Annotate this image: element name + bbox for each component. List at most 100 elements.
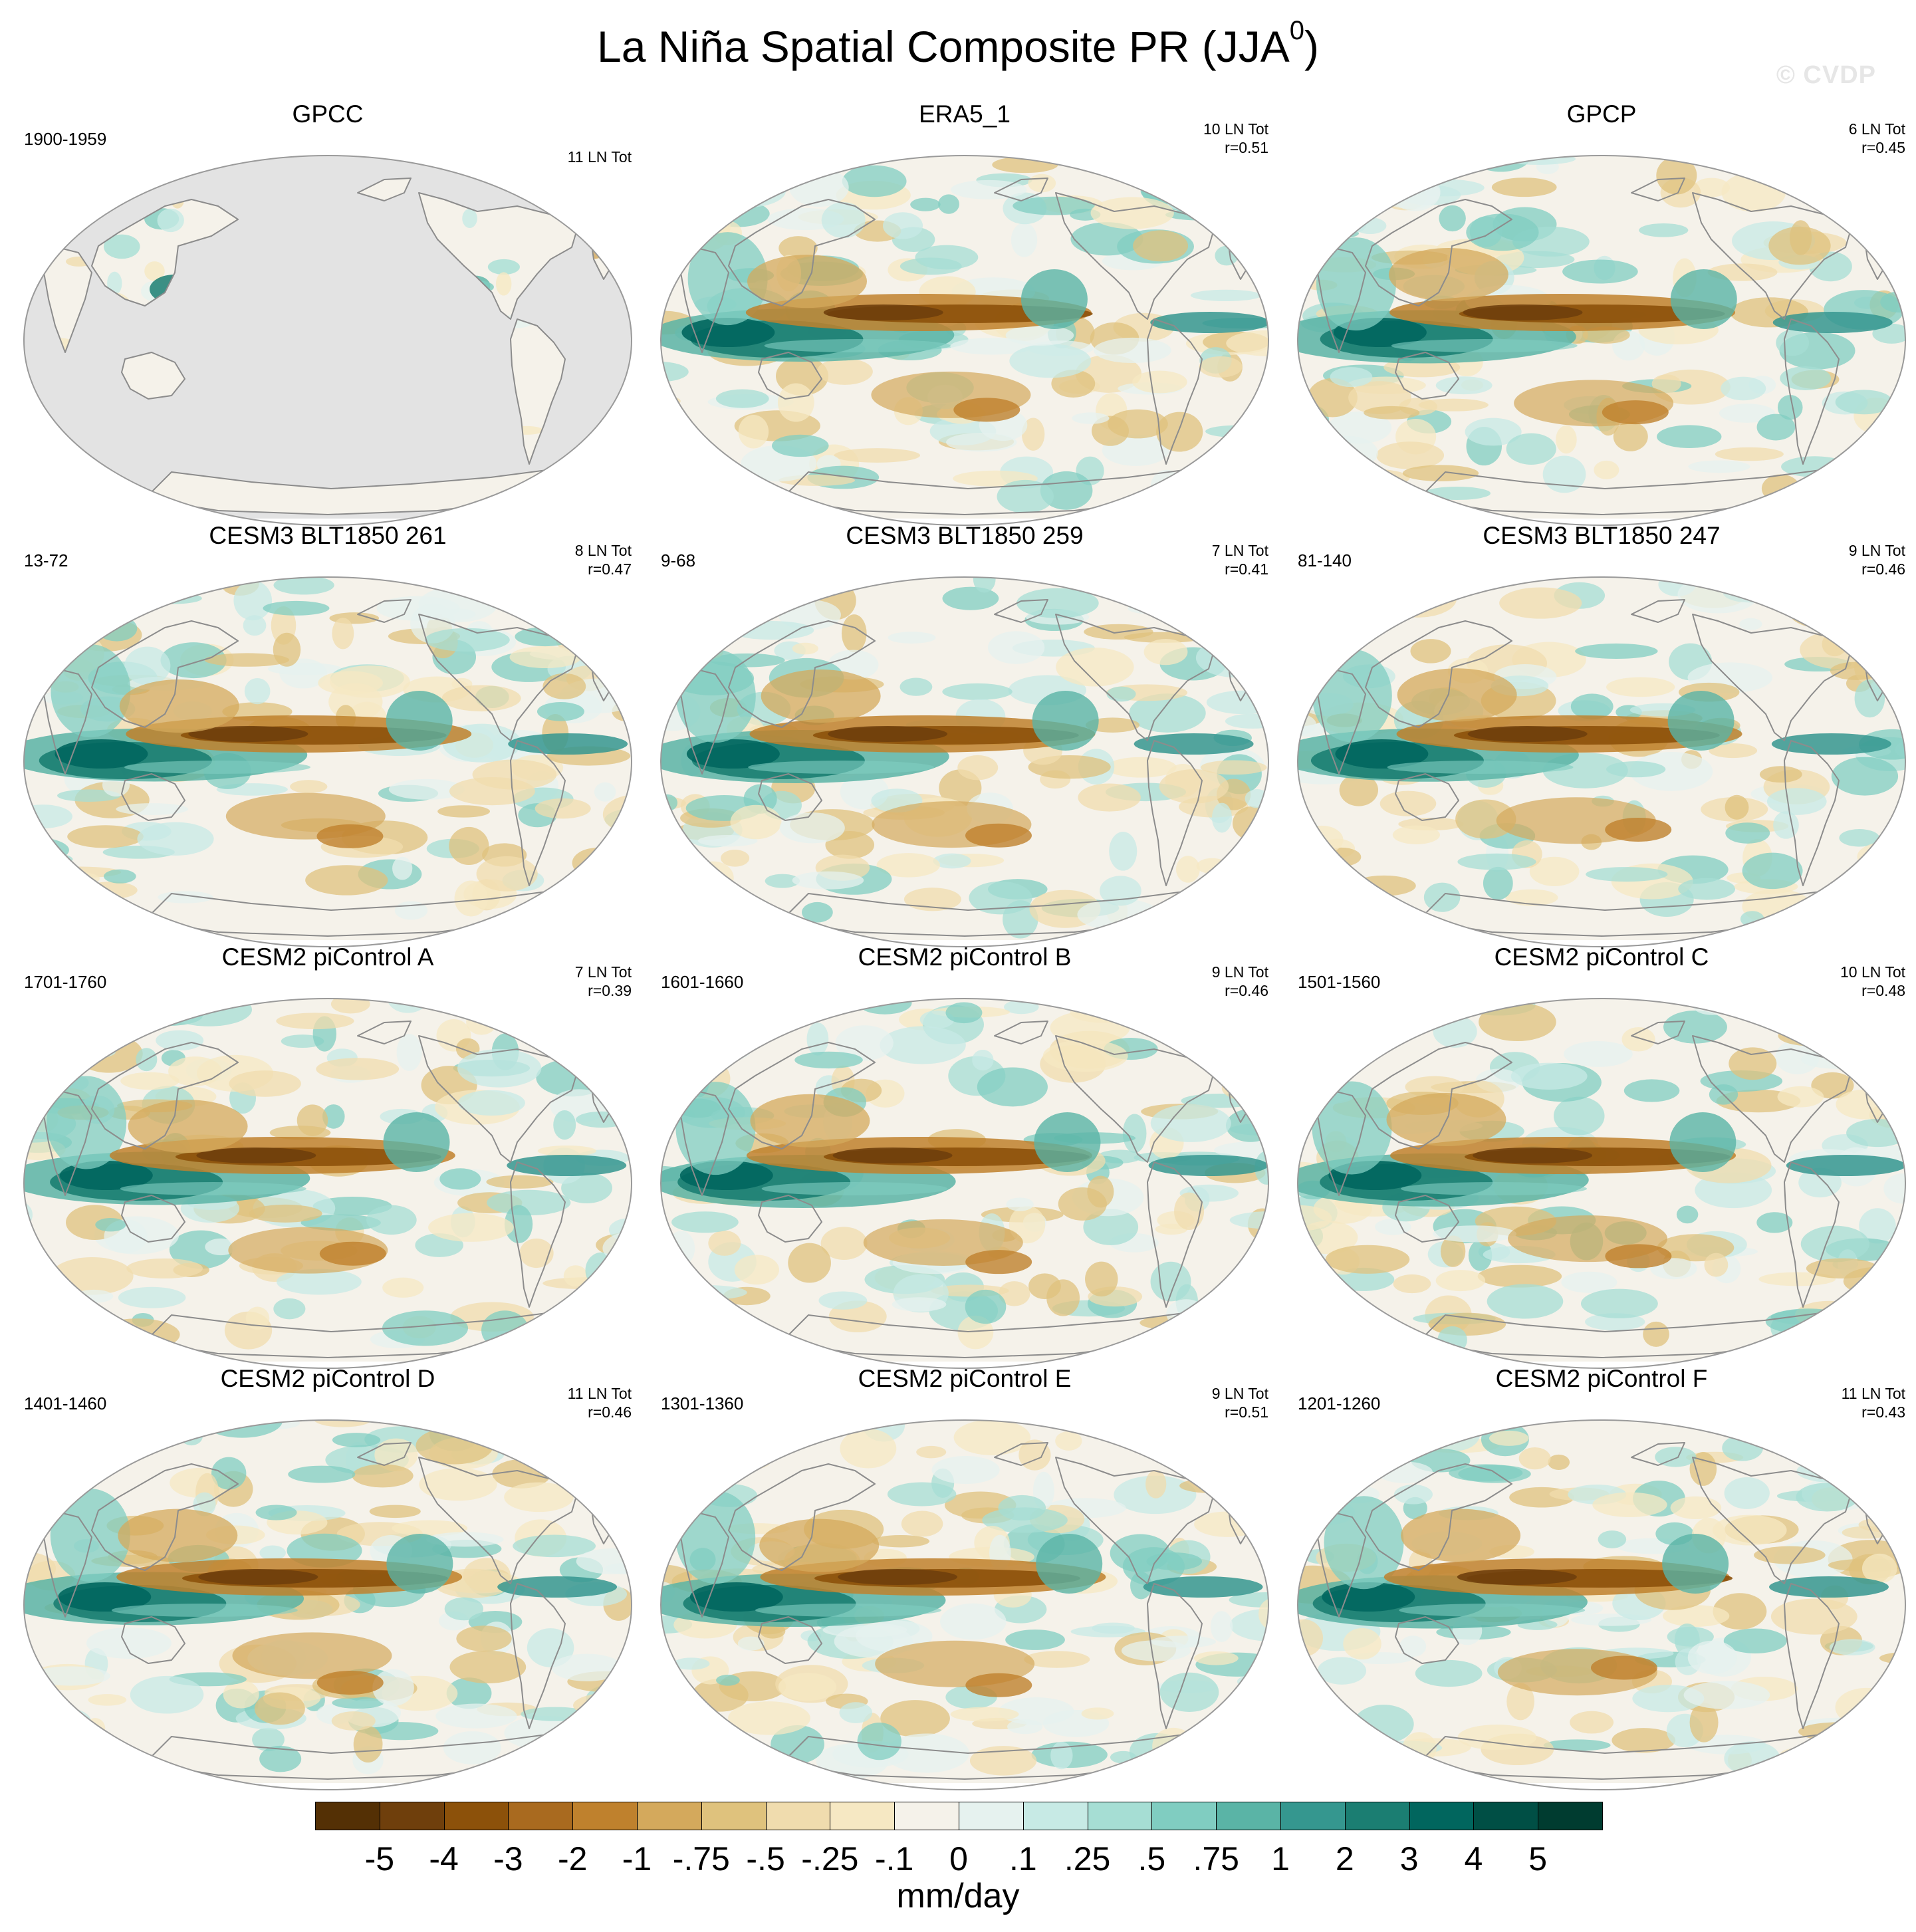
precip-anomaly-blob bbox=[425, 628, 510, 652]
colorbar-swatch bbox=[894, 1802, 959, 1830]
precip-anomaly-blob bbox=[1323, 468, 1410, 487]
world-map bbox=[23, 155, 632, 526]
precip-anomaly-blob bbox=[533, 1429, 582, 1451]
precip-anomaly-blob bbox=[305, 865, 388, 896]
precip-anomaly-blob bbox=[1364, 406, 1420, 420]
map-field bbox=[24, 1420, 632, 1783]
colorbar-label: 3 bbox=[1399, 1840, 1419, 1877]
precip-anomaly-blob bbox=[509, 646, 582, 669]
coastline bbox=[510, 318, 566, 465]
precip-anomaly-blob bbox=[661, 999, 694, 1013]
precip-anomaly-blob bbox=[1693, 178, 1731, 197]
precip-anomaly-blob bbox=[1623, 1079, 1680, 1102]
coastline bbox=[418, 1457, 578, 1584]
coastline bbox=[510, 1583, 566, 1729]
precip-anomaly-blob bbox=[892, 1297, 947, 1312]
coastline bbox=[91, 620, 239, 728]
precip-anomaly-blob bbox=[1399, 1635, 1427, 1657]
precip-anomaly-blob bbox=[1770, 1598, 1857, 1635]
precip-anomaly-blob bbox=[1195, 1005, 1218, 1037]
map-panel: CESM3 BLT1850 261 13-72 8 LN Tot r=0.47 bbox=[12, 521, 644, 947]
coastline bbox=[1147, 740, 1203, 886]
precip-anomaly-blob bbox=[1392, 825, 1440, 844]
precip-anomaly-blob bbox=[1835, 1687, 1898, 1727]
precip-anomaly-blob bbox=[1877, 903, 1905, 924]
precip-anomaly-blob bbox=[661, 467, 725, 482]
precip-anomaly-blob bbox=[85, 882, 138, 900]
map-panel: GPCC 1900-1959 11 LN Tot bbox=[12, 100, 644, 526]
event-count: 10 LN Tot bbox=[1840, 963, 1905, 981]
precip-anomaly-blob bbox=[661, 1420, 693, 1448]
precip-anomaly-blob bbox=[1766, 788, 1827, 815]
precip-anomaly-blob bbox=[876, 853, 940, 878]
precip-anomaly-blob bbox=[1401, 1182, 1588, 1195]
precip-anomaly-blob bbox=[425, 1532, 504, 1547]
precip-anomaly-blob bbox=[211, 1457, 247, 1490]
panel-stats: 6 LN Tot r=0.45 bbox=[1849, 120, 1905, 157]
pattern-correlation: r=0.46 bbox=[1861, 560, 1905, 578]
precip-anomaly-blob bbox=[1801, 1050, 1875, 1069]
precip-anomaly-blob bbox=[1011, 223, 1038, 257]
precip-anomaly-blob bbox=[717, 1326, 763, 1340]
precip-anomaly-blob bbox=[1491, 178, 1557, 197]
precip-anomaly-blob bbox=[1457, 1725, 1537, 1751]
precip-anomaly-blob bbox=[687, 1003, 724, 1026]
precip-anomaly-blob bbox=[1667, 1626, 1714, 1647]
precip-anomaly-blob bbox=[1880, 239, 1905, 254]
precip-anomaly-blob bbox=[1788, 594, 1865, 630]
precip-anomaly-blob bbox=[969, 881, 1032, 915]
precip-anomaly-blob bbox=[738, 415, 769, 449]
precip-anomaly-blob bbox=[823, 304, 943, 320]
precip-anomaly-blob bbox=[1199, 356, 1243, 378]
coastline bbox=[1317, 1510, 1366, 1618]
precip-anomaly-blob bbox=[1433, 1225, 1517, 1243]
precip-anomaly-blob bbox=[366, 1205, 417, 1235]
precip-anomaly-blob bbox=[667, 1278, 695, 1296]
precip-anomaly-blob bbox=[1298, 612, 1346, 624]
coastline bbox=[758, 773, 822, 821]
colorbar-swatch bbox=[1344, 1802, 1410, 1830]
precip-anomaly-blob bbox=[1606, 761, 1666, 778]
precip-anomaly-blob bbox=[1367, 1425, 1396, 1445]
precip-anomaly-blob bbox=[1379, 790, 1437, 816]
precip-anomaly-blob bbox=[95, 1318, 180, 1351]
precip-anomaly-blob bbox=[965, 1673, 1032, 1697]
precip-anomaly-blob bbox=[825, 830, 875, 859]
panel-years: 1601-1660 bbox=[661, 972, 744, 992]
precip-anomaly-blob bbox=[1134, 733, 1254, 755]
precip-anomaly-blob bbox=[1883, 1173, 1905, 1204]
coastline bbox=[758, 352, 822, 400]
land-field bbox=[419, 193, 577, 319]
precip-anomaly-blob bbox=[1312, 223, 1333, 255]
precip-anomaly-blob bbox=[945, 1002, 983, 1024]
precip-anomaly-blob bbox=[1777, 394, 1803, 420]
map-field bbox=[1298, 999, 1905, 1362]
precip-anomaly-blob bbox=[987, 631, 1045, 664]
precip-anomaly-blob bbox=[244, 677, 271, 705]
precip-anomaly-blob bbox=[1024, 1651, 1090, 1668]
precip-anomaly-blob bbox=[126, 1258, 203, 1279]
colorbar-label: -2 bbox=[557, 1840, 588, 1877]
precip-anomaly-blob bbox=[1877, 229, 1905, 251]
coastline bbox=[728, 199, 876, 306]
precip-anomaly-blob bbox=[1021, 418, 1045, 451]
coastline bbox=[758, 1616, 822, 1664]
precip-anomaly-blob bbox=[124, 646, 171, 685]
precip-anomaly-blob bbox=[828, 726, 948, 742]
precip-anomaly-blob bbox=[689, 1582, 783, 1612]
precip-anomaly-blob bbox=[1473, 1147, 1593, 1163]
precip-anomaly-blob bbox=[1765, 1308, 1852, 1335]
precip-anomaly-blob bbox=[49, 999, 124, 1026]
precip-anomaly-blob bbox=[273, 577, 334, 595]
panel-stats: 9 LN Tot r=0.51 bbox=[1212, 1384, 1268, 1421]
panel-stats: 11 LN Tot bbox=[568, 148, 632, 166]
precip-anomaly-blob bbox=[1861, 442, 1901, 480]
coastline bbox=[1365, 199, 1512, 306]
precip-anomaly-blob bbox=[821, 202, 866, 239]
precip-anomaly-blob bbox=[243, 615, 267, 636]
precip-anomaly-blob bbox=[1133, 230, 1189, 262]
coastline bbox=[994, 599, 1048, 623]
coastline bbox=[91, 1042, 239, 1149]
precip-anomaly-blob bbox=[119, 679, 239, 733]
precip-anomaly-blob bbox=[1871, 1288, 1905, 1321]
